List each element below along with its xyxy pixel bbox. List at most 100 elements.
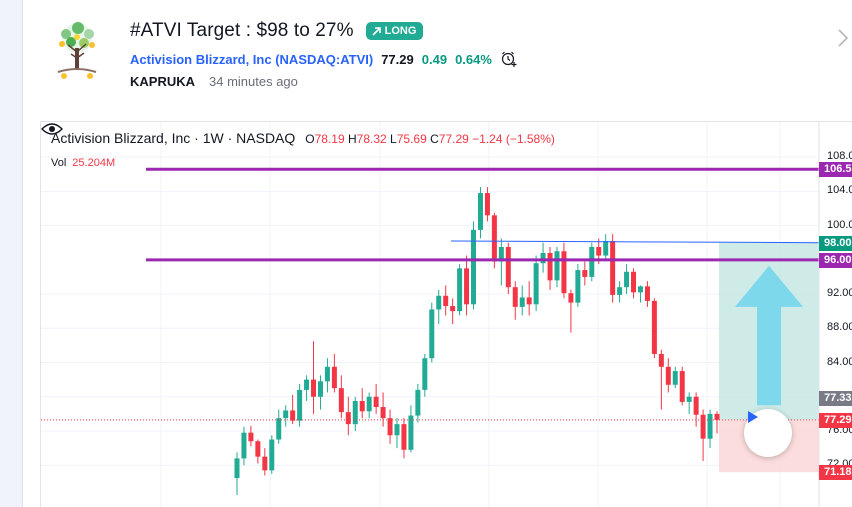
candle-body bbox=[519, 297, 525, 307]
chevron-right-icon[interactable] bbox=[836, 26, 850, 50]
candle-body bbox=[540, 252, 546, 264]
candle-body bbox=[610, 240, 616, 295]
price-tick-label: 108.00 bbox=[827, 150, 852, 163]
candle-body bbox=[533, 263, 539, 305]
price-tag-current: 77.29 bbox=[819, 412, 852, 428]
candle-body bbox=[429, 309, 435, 359]
target-arrow bbox=[735, 265, 803, 406]
price-tick-label: 92.00 bbox=[827, 287, 852, 300]
candle-body bbox=[443, 295, 449, 307]
candle-body bbox=[331, 366, 337, 389]
candle-body bbox=[241, 432, 247, 459]
candle-body bbox=[359, 401, 365, 412]
high-label: H bbox=[348, 132, 357, 146]
eye-icon[interactable] bbox=[41, 122, 63, 136]
candle-body bbox=[311, 379, 317, 397]
candle-body bbox=[436, 295, 442, 310]
candle-body bbox=[631, 271, 637, 293]
company-name[interactable]: Activision Blizzard, Inc bbox=[130, 51, 272, 67]
candle-body bbox=[464, 268, 470, 305]
price-chart[interactable]: Activision Blizzard, Inc · 1W · NASDAQ O… bbox=[40, 121, 852, 507]
candle-body bbox=[373, 396, 379, 408]
candle-body bbox=[471, 229, 477, 305]
candle-body bbox=[248, 432, 254, 442]
candle-body bbox=[345, 412, 351, 425]
candle-body bbox=[686, 396, 692, 402]
price-tag-level-top: 106.58 bbox=[819, 162, 852, 178]
open-value: 78.19 bbox=[314, 132, 345, 146]
idea-title[interactable]: #ATVI Target : $98 to 27% bbox=[130, 20, 354, 41]
candle-body bbox=[304, 379, 310, 390]
ticker[interactable]: (NASDAQ:ATVI) bbox=[275, 51, 374, 67]
symbol-link[interactable]: Activision Blizzard, Inc (NASDAQ:ATVI) bbox=[130, 52, 373, 67]
candle-body bbox=[450, 306, 456, 312]
candle-body bbox=[283, 410, 289, 419]
candle-body bbox=[637, 286, 643, 293]
candle-body bbox=[255, 441, 261, 457]
candle-body bbox=[387, 418, 393, 436]
candle-body bbox=[679, 371, 685, 402]
candle-body bbox=[582, 270, 588, 277]
candle-body bbox=[401, 424, 407, 450]
long-badge: LONG bbox=[365, 22, 424, 40]
author-name[interactable]: KAPRUKA bbox=[130, 74, 195, 89]
candle-body bbox=[484, 193, 490, 216]
author-logo bbox=[44, 18, 110, 84]
candle-body bbox=[338, 388, 344, 413]
chart-canvas[interactable] bbox=[41, 122, 852, 507]
candle-body bbox=[589, 246, 595, 277]
candle-body bbox=[234, 458, 240, 479]
low-label: L bbox=[390, 132, 397, 146]
candle-body bbox=[603, 240, 609, 256]
candle-body bbox=[352, 401, 358, 425]
high-value: 78.32 bbox=[356, 132, 387, 146]
candle-body bbox=[366, 396, 372, 412]
candle-body bbox=[491, 215, 497, 262]
candle-body bbox=[596, 246, 602, 256]
price-change: 0.49 bbox=[421, 51, 448, 67]
play-button[interactable] bbox=[744, 409, 792, 457]
close-label: C bbox=[430, 132, 439, 146]
last-price: 77.29 bbox=[381, 51, 414, 67]
candle-body bbox=[665, 366, 671, 385]
price-tick-label: 100.00 bbox=[827, 218, 852, 231]
play-icon bbox=[748, 411, 758, 423]
candle-body bbox=[477, 193, 483, 230]
candle-body bbox=[658, 353, 664, 367]
candle-body bbox=[700, 414, 706, 439]
add-alert-icon[interactable] bbox=[500, 50, 518, 68]
candle-body bbox=[317, 381, 323, 397]
price-change-pct: 0.64% bbox=[455, 51, 492, 67]
open-label: O bbox=[305, 132, 315, 146]
candle-body bbox=[693, 396, 699, 415]
candle-body bbox=[644, 286, 650, 301]
arrow-up-right-icon bbox=[372, 26, 381, 36]
candle-body bbox=[505, 246, 511, 288]
price-tag-target: 98.00 bbox=[819, 235, 852, 251]
candle-body bbox=[568, 293, 574, 303]
candle-body bbox=[624, 271, 630, 288]
candle-body bbox=[415, 389, 421, 416]
posted-time: 34 minutes ago bbox=[209, 74, 298, 89]
chart-legend: Activision Blizzard, Inc · 1W · NASDAQ O… bbox=[51, 130, 555, 146]
price-tick-label: 84.00 bbox=[827, 355, 852, 368]
legend-symbol: Activision Blizzard, Inc · 1W · NASDAQ bbox=[51, 130, 296, 146]
price-tag-level-mid: 96.00 bbox=[819, 252, 852, 268]
candle-body bbox=[262, 456, 268, 471]
candle-body bbox=[617, 287, 623, 295]
price-tick-label: 88.00 bbox=[827, 321, 852, 334]
candle-body bbox=[554, 251, 560, 281]
candle-body bbox=[526, 297, 532, 305]
low-value: 75.69 bbox=[396, 132, 427, 146]
candle-body bbox=[561, 251, 567, 294]
candle-body bbox=[422, 358, 428, 390]
vol-label: Vol bbox=[51, 157, 67, 169]
legend-change: −1.24 (−1.58%) bbox=[472, 132, 555, 146]
candle-body bbox=[290, 410, 296, 421]
candle-body bbox=[498, 246, 504, 262]
candle-body bbox=[575, 270, 581, 303]
price-tick-label: 104.00 bbox=[827, 184, 852, 197]
vol-value: 25.204M bbox=[72, 157, 116, 169]
volume-legend: Vol 25.204M bbox=[51, 157, 115, 169]
candle-body bbox=[324, 366, 330, 382]
